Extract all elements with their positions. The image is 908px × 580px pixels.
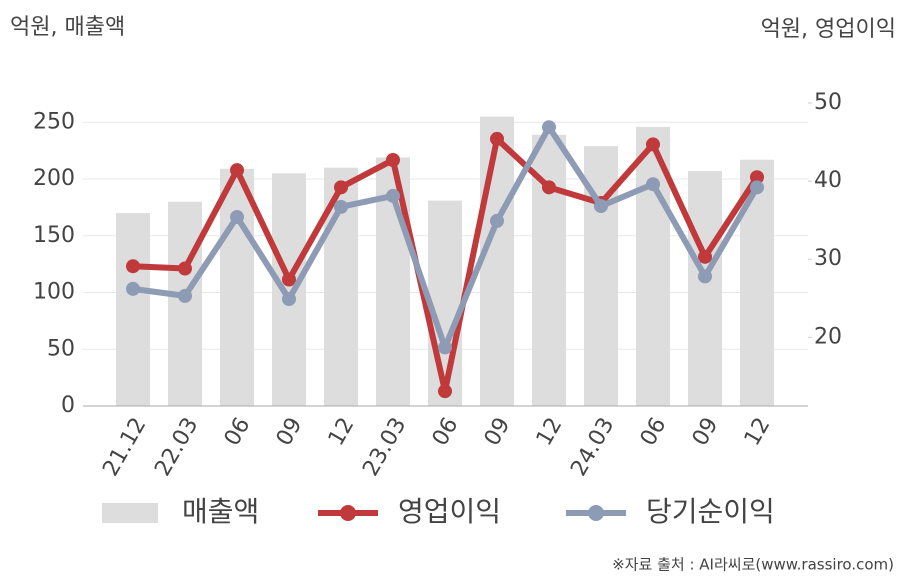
marker <box>646 177 660 192</box>
x-tick-label: 12 <box>532 414 568 451</box>
y-tick-label: 250 <box>33 109 75 134</box>
bar <box>272 173 306 406</box>
x-tick-label: 24.03 <box>566 414 619 481</box>
x-tick-label: 06 <box>636 414 672 451</box>
x-tick-label: 06 <box>220 414 256 451</box>
bar <box>116 213 150 406</box>
bar <box>740 159 774 406</box>
marker <box>542 180 556 195</box>
marker <box>386 188 400 203</box>
bar <box>168 201 202 406</box>
marker <box>334 180 348 195</box>
legend-label: 매출액 <box>182 495 259 528</box>
y-axis-label: 억원, 매출액 <box>10 15 125 40</box>
marker <box>178 261 192 276</box>
bar <box>428 200 462 406</box>
y-tick-label: 200 <box>33 166 75 191</box>
y-tick-label: 0 <box>61 393 75 418</box>
marker <box>542 120 556 135</box>
bar <box>688 171 722 406</box>
x-tick-label: 12 <box>740 414 776 451</box>
x-tick-label: 06 <box>428 414 464 451</box>
legend-label: 영업이익 <box>398 495 501 528</box>
marker <box>490 213 504 228</box>
marker <box>282 292 296 307</box>
marker <box>646 137 660 152</box>
y-tick-label: 100 <box>33 280 75 305</box>
x-tick-label: 12 <box>324 414 360 451</box>
marker <box>438 340 452 355</box>
marker <box>178 288 192 303</box>
x-tick-label: 22.03 <box>150 414 203 481</box>
source: ※자료 출처 : AI라씨로(www.rassiro.com) <box>612 556 894 574</box>
marker <box>230 163 244 178</box>
marker <box>698 269 712 284</box>
marker <box>698 249 712 264</box>
y2-tick-label: 50 <box>814 90 842 115</box>
marker <box>386 153 400 168</box>
y2-tick-label: 40 <box>814 168 842 193</box>
y2-tick-label: 20 <box>814 324 842 349</box>
marker <box>126 259 140 274</box>
bar <box>480 116 514 406</box>
marker <box>750 180 764 195</box>
legend-label: 당기순이익 <box>646 495 775 528</box>
marker <box>282 272 296 287</box>
y2-axis-label: 억원, 영업이익 <box>761 17 896 42</box>
legend-marker <box>588 505 604 521</box>
x-tick-label: 09 <box>688 414 724 451</box>
marker <box>594 199 608 214</box>
marker <box>750 170 764 185</box>
legend-marker <box>340 505 356 521</box>
marker <box>126 281 140 296</box>
x-tick-label: 09 <box>480 414 516 451</box>
y-tick-label: 150 <box>33 223 75 248</box>
x-tick-label: 21.12 <box>98 414 151 481</box>
x-tick-label: 23.03 <box>358 414 411 481</box>
x-tick-label: 09 <box>272 414 308 451</box>
marker <box>334 199 348 214</box>
marker <box>230 210 244 225</box>
legend-swatch <box>102 503 158 523</box>
y2-tick-label: 30 <box>814 246 842 271</box>
marker <box>438 384 452 399</box>
y-tick-label: 50 <box>47 336 75 361</box>
bar <box>220 168 254 406</box>
marker <box>490 131 504 146</box>
